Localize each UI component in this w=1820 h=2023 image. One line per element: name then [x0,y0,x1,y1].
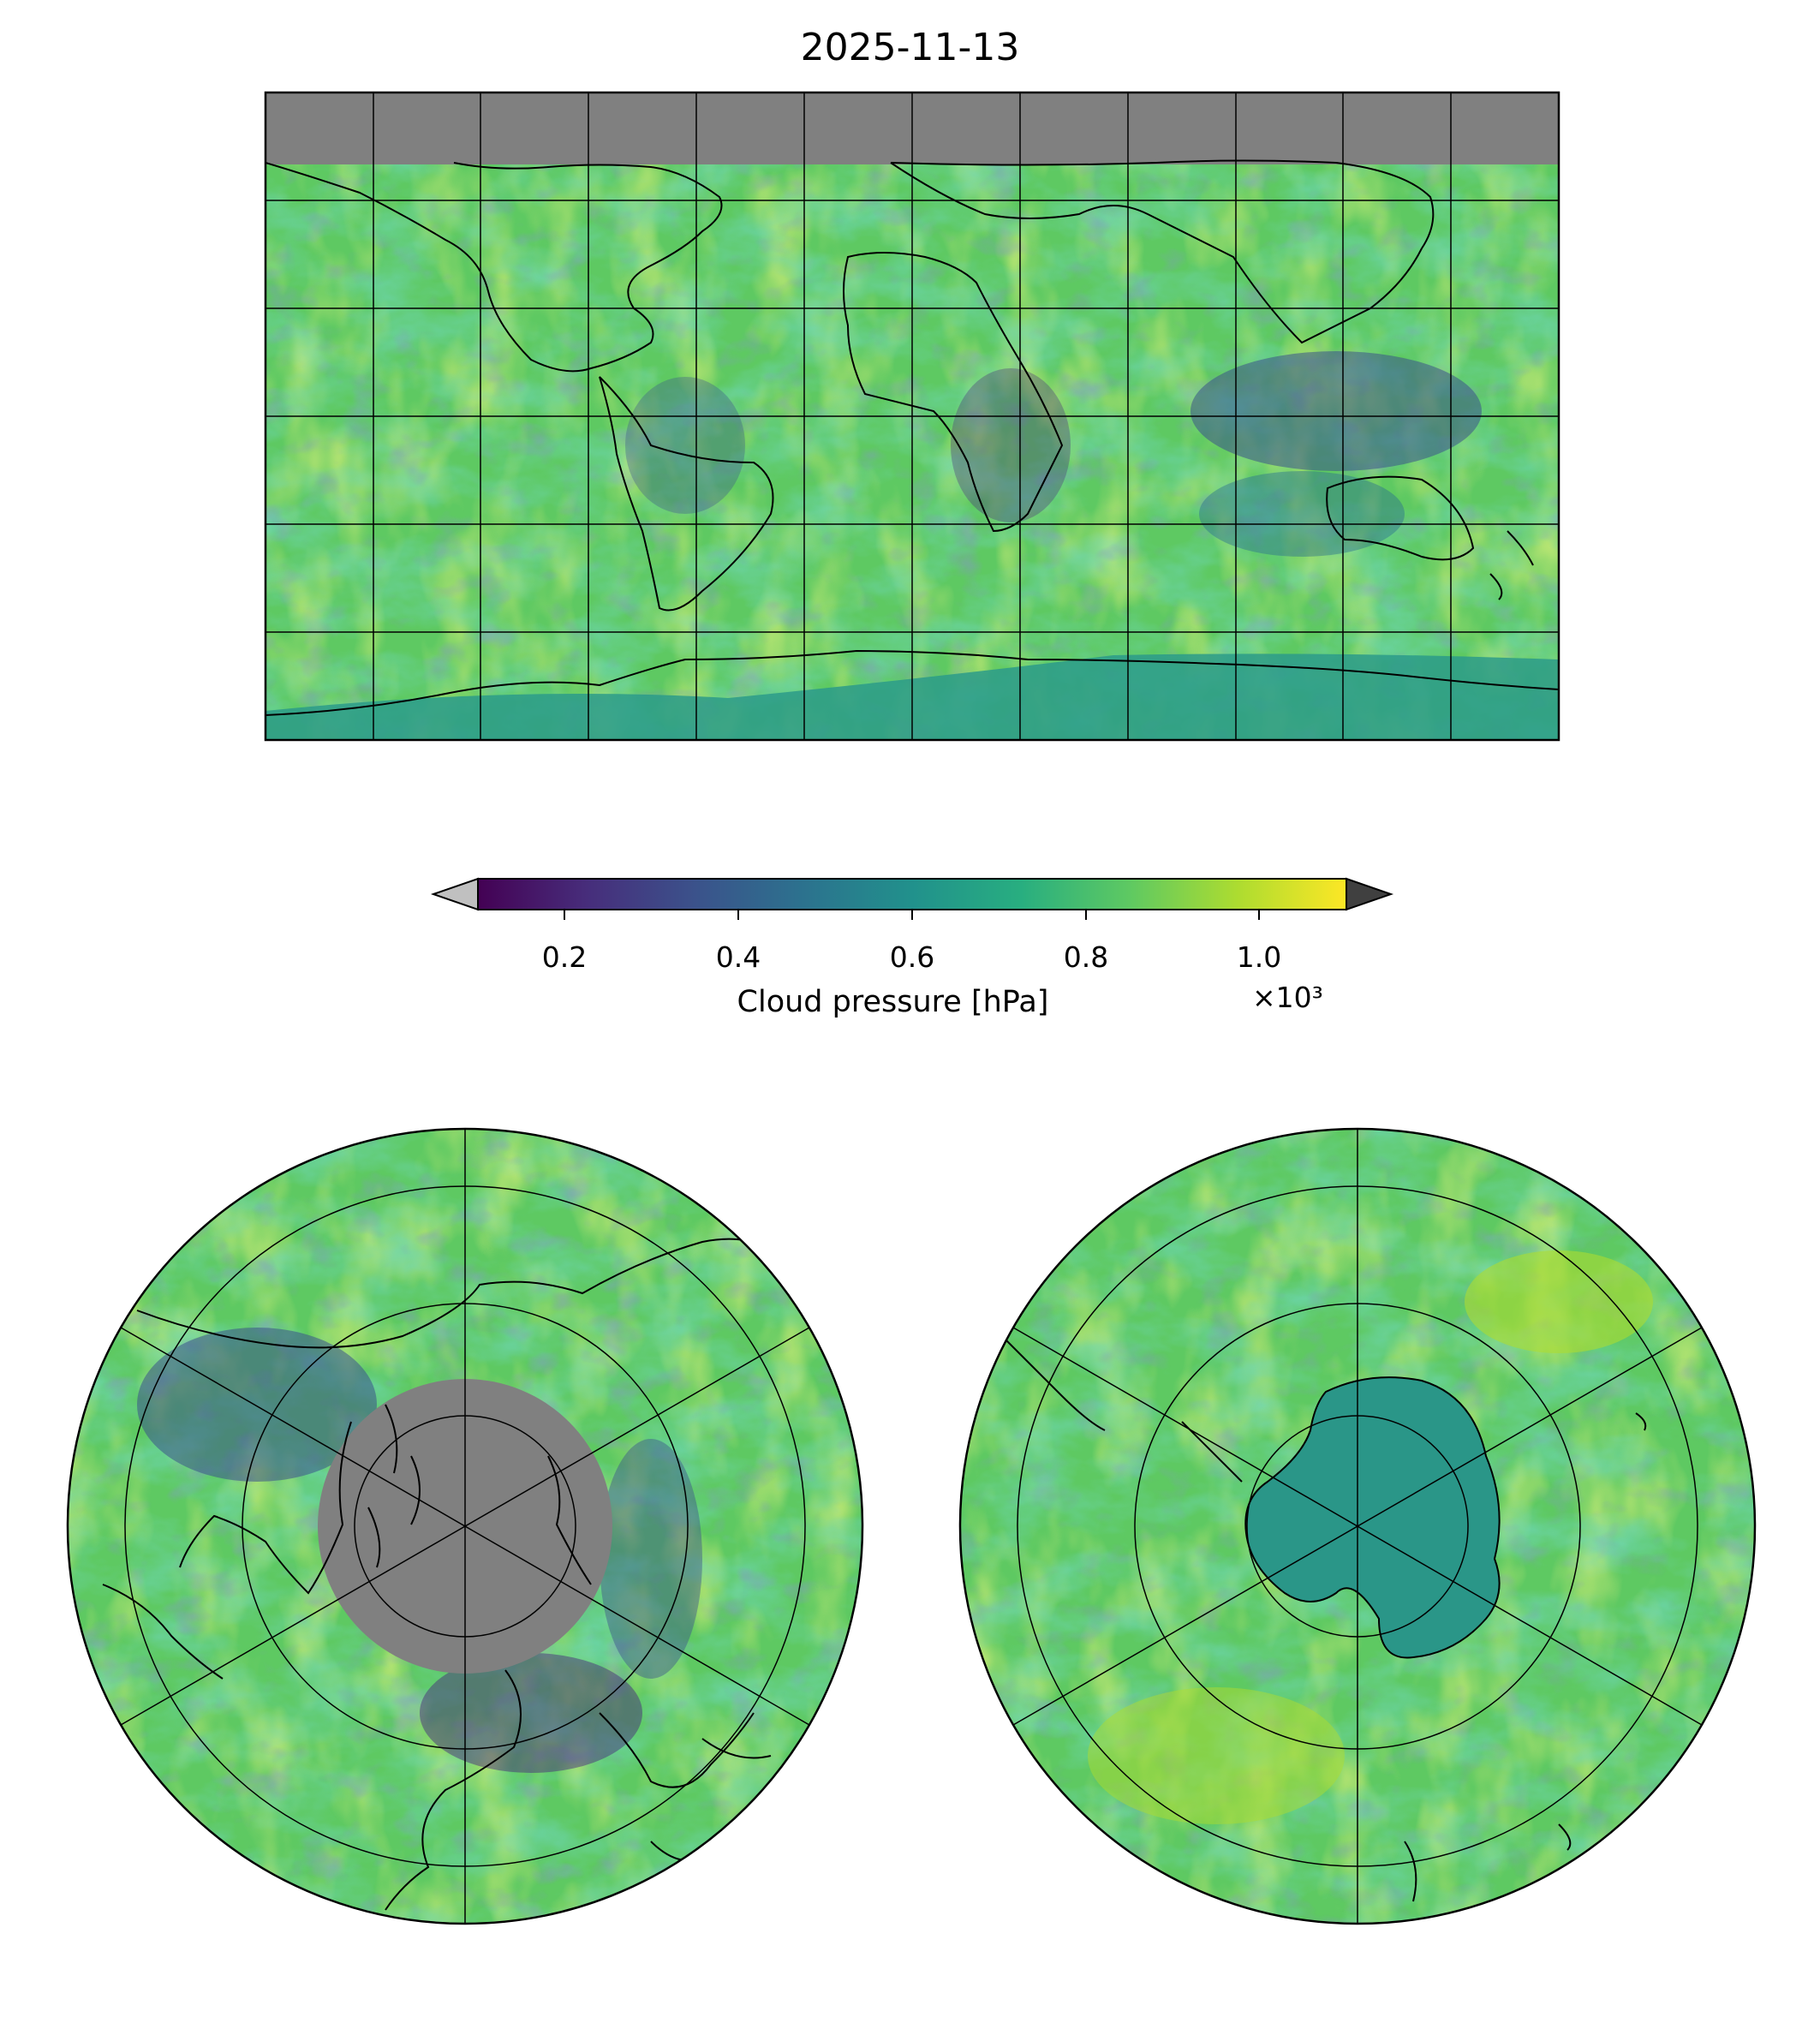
colorbar-label: Cloud pressure [hPa] [737,985,1049,1019]
colorbar-gradient [477,878,1347,910]
global-graticule [266,92,1559,740]
colorbar-tick-label: 0.6 [889,940,935,974]
figure-title: 2025-11-13 [800,26,1020,69]
north-polar-map [68,1129,862,1924]
north-polar-coastlines [102,1238,772,1911]
global-map-frame [264,91,1560,742]
colorbar-extend-high [1346,877,1394,911]
colorbar-extend-low [430,877,479,911]
south-polar-map [960,1129,1755,1924]
colorbar-tick-label: 1.0 [1236,940,1282,974]
south-polar-frame [958,1127,1757,1925]
colorbar-tick-marks [564,910,1260,920]
colorbar-tick-label: 0.4 [715,940,761,974]
global-coastlines [266,159,1559,716]
colorbar-tick-label: 0.2 [541,940,588,974]
colorbar-tick-label: 0.8 [1063,940,1109,974]
colorbar-multiplier: ×10³ [1252,981,1323,1014]
south-polar-graticule [1012,1129,1703,1924]
global-map [266,92,1559,740]
colorbar [430,877,1394,920]
north-polar-graticule [120,1129,810,1924]
north-polar-frame [66,1127,864,1925]
